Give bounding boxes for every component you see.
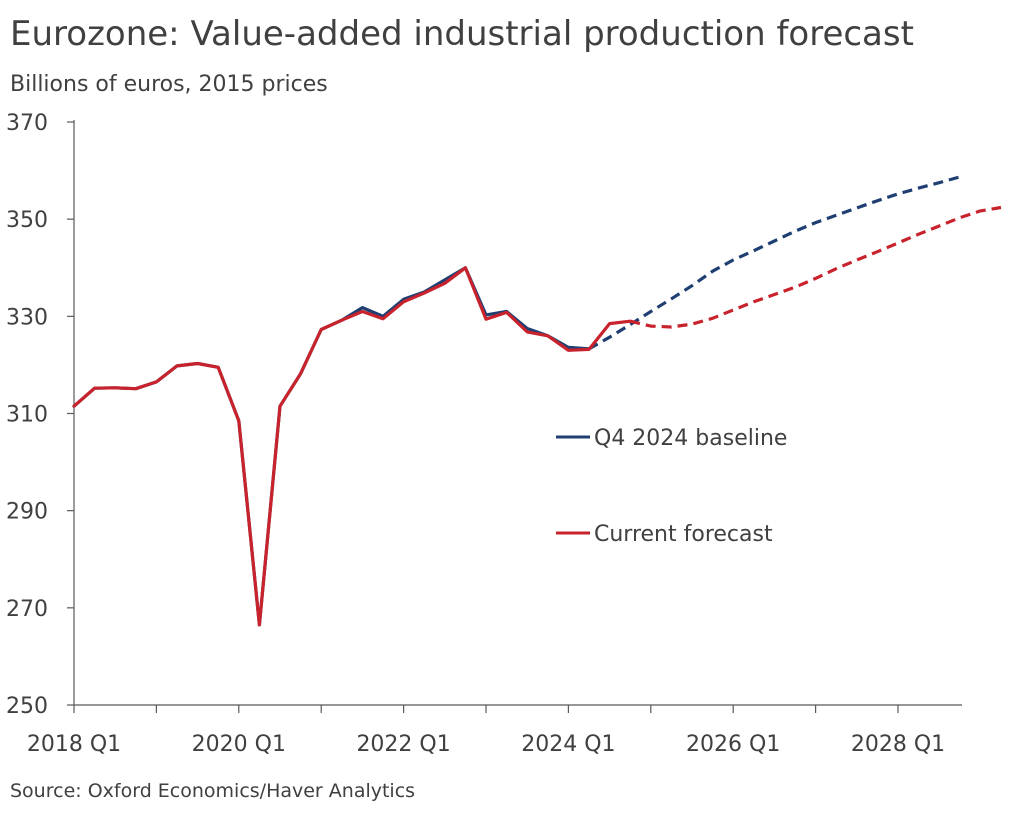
legend-label-baseline: Q4 2024 baseline — [594, 426, 787, 451]
x-tick-label: 2022 Q1 — [356, 732, 450, 757]
y-tick-label: 330 — [6, 305, 48, 330]
series-line-baseline-actual — [72, 266, 591, 627]
chart-series — [72, 175, 1002, 627]
y-tick-label: 310 — [6, 403, 48, 428]
legend-label-current: Current forecast — [594, 522, 773, 547]
series-line-current-actual — [72, 266, 632, 627]
y-tick-label: 270 — [6, 597, 48, 622]
chart-subtitle: Billions of euros, 2015 prices — [10, 72, 328, 97]
x-tick-label: 2024 Q1 — [521, 732, 615, 757]
y-tick-label: 350 — [6, 208, 48, 233]
y-tick-label: 370 — [6, 111, 48, 136]
chart-axes: 250 270 290 310 330 350 370 2018 Q1 2020 Q1 2022 … — [6, 111, 962, 757]
chart-title: Eurozone: Value-added industrial product… — [10, 14, 914, 54]
source-note: Source: Oxford Economics/Haver Analytics — [10, 780, 416, 802]
x-tick-label: 2018 Q1 — [27, 732, 121, 757]
y-tick-label: 250 — [6, 694, 48, 719]
x-tick-label: 2028 Q1 — [851, 732, 945, 757]
y-tick-label: 290 — [6, 500, 48, 525]
x-tick-label: 2020 Q1 — [192, 732, 286, 757]
x-tick-label: 2026 Q1 — [686, 732, 780, 757]
series-line-current-forecast — [629, 205, 1002, 329]
series-line-baseline-forecast — [588, 175, 961, 351]
chart-legend: Q4 2024 baseline Current forecast — [556, 426, 787, 547]
